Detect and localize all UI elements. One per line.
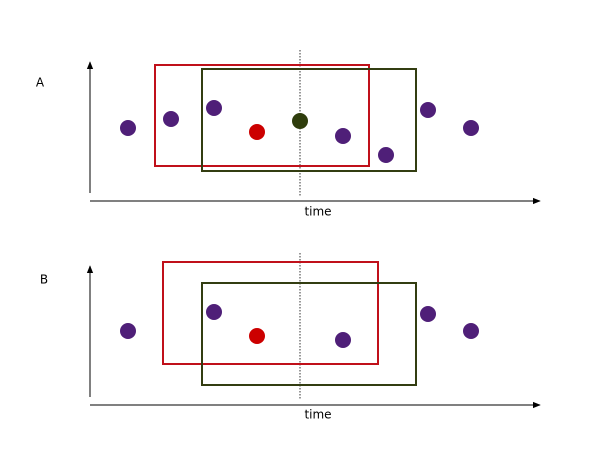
window-green bbox=[201, 282, 417, 386]
point bbox=[378, 147, 394, 163]
point-current bbox=[292, 113, 308, 129]
point bbox=[163, 111, 179, 127]
window-green bbox=[201, 68, 417, 172]
point bbox=[206, 100, 222, 116]
point-red bbox=[249, 124, 265, 140]
panel-label: B bbox=[40, 273, 48, 287]
point bbox=[335, 332, 351, 348]
point bbox=[463, 323, 479, 339]
panel-b: B time bbox=[40, 253, 541, 422]
point bbox=[120, 323, 136, 339]
point bbox=[335, 128, 351, 144]
axis-label: time bbox=[304, 205, 331, 219]
point bbox=[120, 120, 136, 136]
point bbox=[420, 102, 436, 118]
point-red bbox=[249, 328, 265, 344]
panel-a: A time bbox=[36, 50, 541, 219]
window-red bbox=[162, 261, 379, 365]
axis-label: time bbox=[304, 408, 331, 422]
window-red bbox=[154, 64, 370, 167]
point bbox=[206, 304, 222, 320]
point bbox=[463, 120, 479, 136]
point bbox=[420, 306, 436, 322]
panel-label: A bbox=[36, 76, 45, 90]
